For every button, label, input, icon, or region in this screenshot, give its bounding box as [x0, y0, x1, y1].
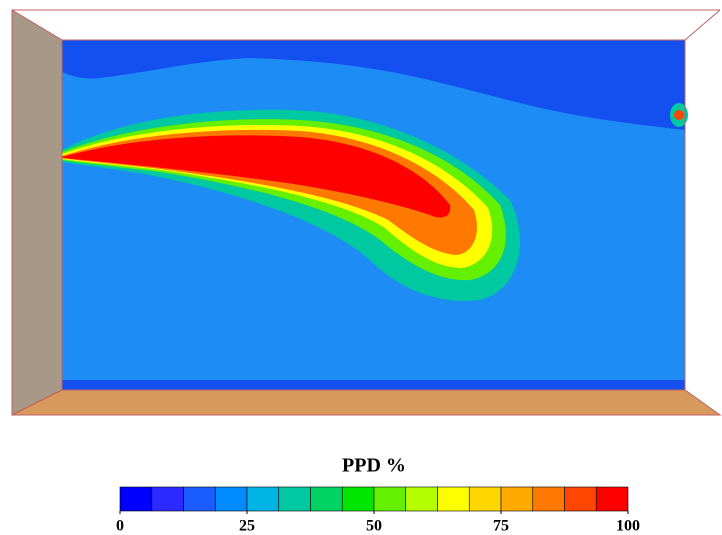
- colorbar-segment: [310, 486, 343, 512]
- tick-label: 75: [493, 518, 509, 535]
- floor-zone: [62, 380, 685, 390]
- left-wall: [11, 9, 63, 416]
- tick-label: 50: [366, 518, 382, 535]
- colorbar-title: PPD %: [342, 455, 406, 477]
- tick-label: 25: [239, 518, 255, 535]
- colorbar-segment: [564, 486, 597, 512]
- colorbar-segment: [278, 486, 311, 512]
- colorbar-segment: [437, 486, 470, 512]
- colorbar-segment: [119, 486, 153, 512]
- cool-zone: [62, 40, 685, 130]
- frame-right-top: [684, 9, 721, 41]
- colorbar-segment: [405, 486, 438, 512]
- colorbar-segment: [151, 486, 184, 512]
- room-view: [11, 9, 722, 416]
- floor: [11, 389, 722, 416]
- hot-spot-core: [674, 110, 684, 120]
- tick-label: 100: [616, 518, 640, 535]
- colorbar-segment: [341, 486, 375, 512]
- colorbar-segment: [468, 486, 502, 512]
- colorbar-segment: [183, 486, 216, 512]
- colorbar-segment: [214, 486, 248, 512]
- colorbar-segment: [595, 486, 629, 512]
- colorbar-segment: [246, 486, 280, 512]
- tick-label: 0: [116, 518, 124, 535]
- plume-core: [62, 135, 451, 218]
- colorbar-segment: [500, 486, 534, 512]
- colorbar-segment: [532, 486, 565, 512]
- colorbar-segment: [373, 486, 407, 512]
